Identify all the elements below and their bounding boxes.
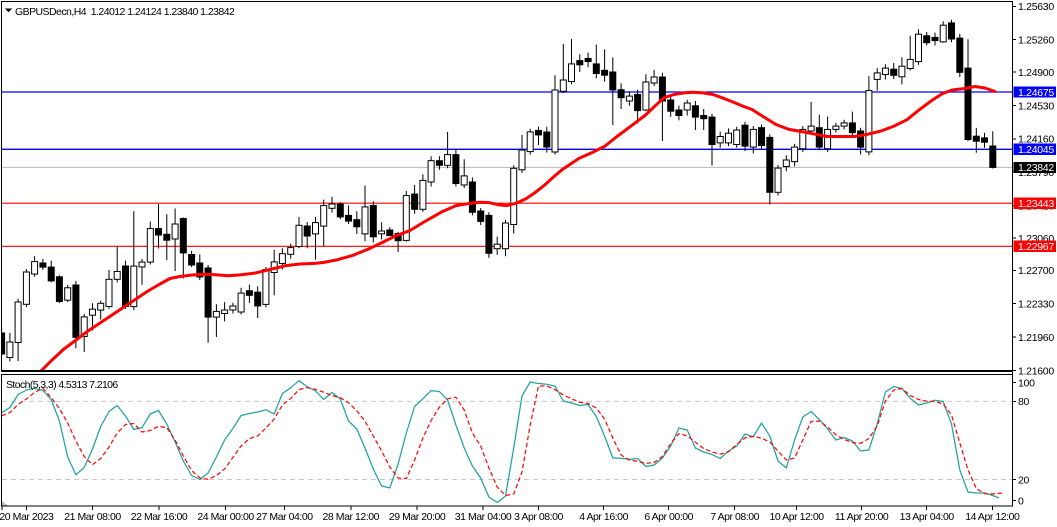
svg-text:1.23443: 1.23443 (1018, 198, 1054, 210)
svg-text:1.24675: 1.24675 (1018, 87, 1054, 99)
svg-text:100: 100 (1018, 377, 1035, 389)
svg-text:1.25630: 1.25630 (1018, 1, 1054, 13)
svg-text:27 Mar 04:00: 27 Mar 04:00 (256, 511, 313, 523)
svg-text:28 Mar 12:00: 28 Mar 12:00 (323, 511, 380, 523)
svg-text:1.21600: 1.21600 (1018, 365, 1054, 377)
svg-text:1.24530: 1.24530 (1018, 100, 1054, 112)
svg-text:4 Apr 16:00: 4 Apr 16:00 (579, 511, 628, 523)
svg-text:1.24160: 1.24160 (1018, 134, 1054, 146)
svg-text:1.22700: 1.22700 (1018, 265, 1054, 277)
svg-text:14 Apr 12:00: 14 Apr 12:00 (965, 511, 1020, 523)
svg-text:1.23842: 1.23842 (1018, 162, 1054, 174)
svg-text:20: 20 (1018, 474, 1030, 486)
svg-text:6 Apr 00:00: 6 Apr 00:00 (644, 511, 693, 523)
svg-text:29 Mar 20:00: 29 Mar 20:00 (389, 511, 446, 523)
svg-text:1.25260: 1.25260 (1018, 35, 1054, 47)
svg-text:11 Apr 20:00: 11 Apr 20:00 (835, 511, 889, 523)
svg-text:24 Mar 00:00: 24 Mar 00:00 (197, 511, 254, 523)
svg-text:20 Mar 2023: 20 Mar 2023 (0, 511, 54, 523)
svg-text:22 Mar 16:00: 22 Mar 16:00 (131, 511, 188, 523)
svg-text:80: 80 (1018, 396, 1030, 408)
svg-text:1.24045: 1.24045 (1018, 144, 1054, 156)
svg-text:3 Apr 08:00: 3 Apr 08:00 (514, 511, 563, 523)
svg-text:Stoch(5,3,3) 4.5313 7.2106: Stoch(5,3,3) 4.5313 7.2106 (6, 379, 118, 391)
svg-text:0: 0 (1018, 495, 1024, 507)
svg-text:31 Mar 04:00: 31 Mar 04:00 (455, 511, 512, 523)
svg-text:21 Mar 08:00: 21 Mar 08:00 (64, 511, 121, 523)
svg-text:7 Apr 08:00: 7 Apr 08:00 (710, 511, 759, 523)
svg-text:1.22967: 1.22967 (1018, 241, 1054, 253)
svg-text:1.24900: 1.24900 (1018, 67, 1054, 79)
svg-text:1.21960: 1.21960 (1018, 332, 1054, 344)
svg-text:10 Apr 12:00: 10 Apr 12:00 (770, 511, 825, 523)
svg-text:13 Apr 04:00: 13 Apr 04:00 (900, 511, 955, 523)
svg-text:GBPUSDecn,H4 1.24012 1.24124: GBPUSDecn,H4 1.24012 1.24124 1.23840 1.2… (15, 6, 235, 18)
svg-text:1.22330: 1.22330 (1018, 299, 1054, 311)
